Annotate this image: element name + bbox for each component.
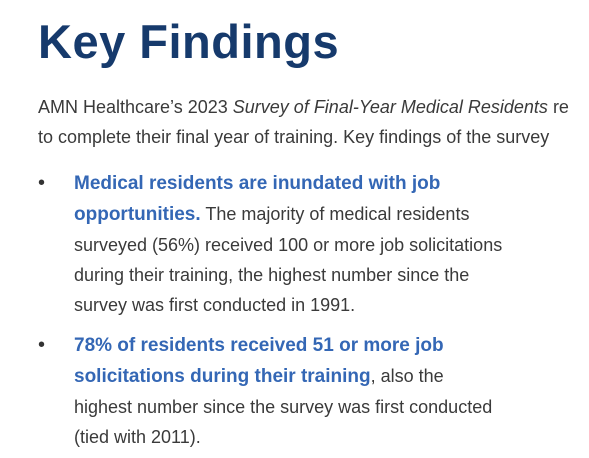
body: (tied with 2011). [74, 427, 201, 447]
lead: Medical residents are inundated with job [74, 173, 441, 194]
body: , also the [370, 366, 444, 386]
bullet-dot: • [38, 334, 46, 356]
bullet-text: 78% of residents received 51 or more job… [74, 330, 492, 452]
lead: 78% of residents received 51 or more job [74, 335, 444, 356]
body: highest number since the survey was firs… [74, 397, 493, 417]
body: survey was first conducted in 1991. [74, 295, 356, 315]
body: surveyed (56%) received 100 or more job … [74, 235, 503, 255]
bullet-text: Medical residents are inundated with job… [74, 168, 502, 320]
bullet-dot: • [38, 172, 46, 194]
title: Key Findings [38, 15, 340, 68]
lead: opportunities. [74, 204, 201, 225]
survey-name: Survey of Final-Year Medical Residents [232, 97, 548, 117]
intro-text: re [552, 97, 569, 117]
body: The majority of medical residents [205, 204, 470, 224]
intro-text: AMN Healthcare’s 2023 [38, 97, 228, 117]
body: during their training, the highest numbe… [74, 265, 470, 285]
intro: AMN Healthcare’s 2023 Survey of Final-Ye… [38, 92, 569, 152]
intro-text: to complete their final year of training… [38, 127, 550, 147]
lead: solicitations during their training [74, 366, 371, 387]
